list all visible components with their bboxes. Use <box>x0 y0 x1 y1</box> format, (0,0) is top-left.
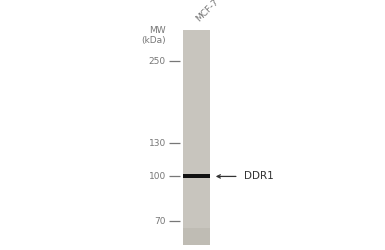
Text: MCF-7: MCF-7 <box>194 0 220 24</box>
Text: 250: 250 <box>149 56 166 66</box>
Bar <box>183 174 210 178</box>
Bar <box>183 228 210 245</box>
Bar <box>183 30 210 245</box>
Text: 130: 130 <box>149 139 166 148</box>
Text: 70: 70 <box>154 217 166 226</box>
Text: MW
(kDa): MW (kDa) <box>141 26 166 45</box>
Text: DDR1: DDR1 <box>244 172 274 181</box>
Text: 100: 100 <box>149 172 166 181</box>
